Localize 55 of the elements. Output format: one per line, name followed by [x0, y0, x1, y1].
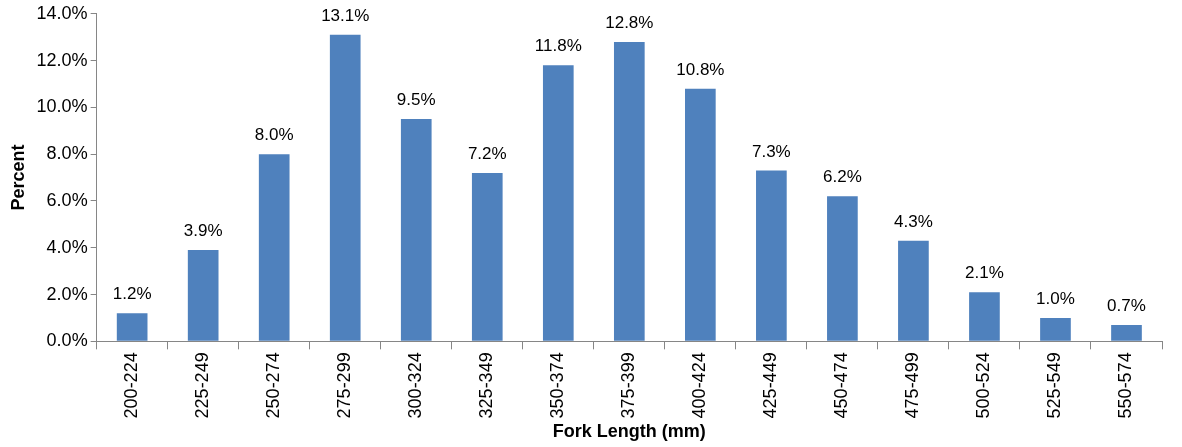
- y-tick-label: 8.0%: [46, 143, 88, 164]
- data-label: 4.3%: [894, 211, 933, 231]
- x-tick-label: 425-449: [760, 352, 781, 419]
- bar: [613, 41, 645, 341]
- x-axis-title: Fork Length (mm): [552, 421, 706, 442]
- data-label: 8.0%: [254, 125, 294, 145]
- data-label: 6.2%: [823, 167, 862, 187]
- x-tick-label: 225-249: [192, 352, 213, 419]
- bar: [898, 240, 929, 341]
- bar: [685, 88, 716, 341]
- bar: [329, 34, 361, 341]
- x-tick-label: 500-524: [973, 352, 994, 419]
- data-label: 11.8%: [534, 36, 582, 56]
- data-label: 12.8%: [605, 13, 654, 33]
- x-tick-label: 450-474: [831, 352, 852, 419]
- data-label: 10.8%: [676, 59, 725, 79]
- x-tick-label: 525-549: [1044, 352, 1065, 419]
- x-tick-label: 325-349: [476, 352, 497, 419]
- data-label: 7.2%: [467, 144, 507, 164]
- bar: [258, 154, 290, 341]
- y-tick-label: 12.0%: [36, 49, 88, 70]
- y-tick-label: 6.0%: [46, 189, 88, 210]
- bar: [827, 196, 858, 341]
- data-label: 3.9%: [183, 221, 223, 241]
- data-label: 0.7%: [1107, 296, 1146, 316]
- bar: [756, 170, 787, 341]
- x-tick-label: 400-424: [689, 352, 710, 419]
- data-label: 13.1%: [321, 6, 370, 26]
- data-label: 2.1%: [965, 263, 1004, 283]
- x-tick-label: 475-499: [902, 352, 923, 419]
- x-tick-label: 550-574: [1115, 352, 1136, 419]
- y-tick-label: 2.0%: [46, 283, 88, 304]
- bar: [969, 292, 1000, 341]
- y-axis-title: Percent: [7, 144, 28, 211]
- bar: [1040, 317, 1071, 341]
- x-tick-label: 250-274: [263, 352, 284, 419]
- bar: [471, 172, 503, 341]
- x-tick-label: 275-299: [334, 352, 355, 419]
- y-tick-label: 0.0%: [46, 330, 88, 351]
- x-tick-label: 375-399: [618, 352, 639, 419]
- x-tick-label: 350-374: [547, 352, 568, 419]
- x-tick-label: 300-324: [405, 352, 426, 419]
- bar: [116, 313, 148, 341]
- x-tick-label: 200-224: [121, 352, 142, 419]
- data-label: 9.5%: [396, 90, 436, 110]
- data-label: 7.3%: [751, 141, 791, 161]
- y-tick-label: 4.0%: [46, 236, 88, 257]
- bar: [400, 119, 432, 341]
- data-label: 1.2%: [112, 284, 152, 304]
- data-label: 1.0%: [1036, 289, 1075, 309]
- bar: [187, 250, 219, 341]
- bar: [1111, 324, 1142, 341]
- y-tick-label: 10.0%: [36, 96, 88, 117]
- y-tick-label: 14.0%: [36, 2, 88, 23]
- bar: [542, 65, 574, 341]
